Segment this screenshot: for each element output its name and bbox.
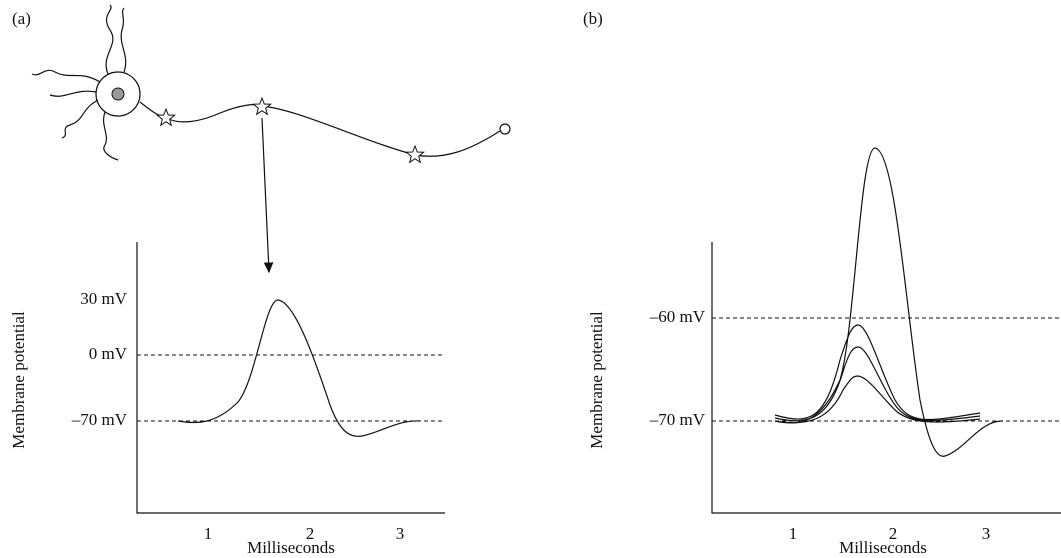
- y-tick-label: –60 mV: [649, 307, 706, 326]
- x-tick-label: 2: [889, 524, 898, 543]
- x-tick-label: 3: [982, 524, 991, 543]
- x-tick-label: 1: [204, 524, 213, 543]
- x-tick-label: 1: [789, 524, 798, 543]
- y-tick-label: 30 mV: [80, 289, 127, 308]
- y-axis-label: Membrane potential: [9, 311, 28, 449]
- neuron: [31, 4, 511, 274]
- chart-a: 30 mV 0 mV –70 mV 1 2 3 Milliseconds Mem…: [9, 242, 445, 557]
- y-tick-label: 0 mV: [89, 344, 128, 363]
- x-axis-label: Milliseconds: [247, 538, 335, 557]
- y-axis-label: Membrane potential: [587, 311, 606, 449]
- panel-label: (a): [12, 9, 31, 28]
- panel-label: (b): [583, 9, 603, 28]
- chart-b: –60 mV –70 mV 1 2 3 Milliseconds Membran…: [587, 147, 1061, 557]
- y-tick-label: –70 mV: [71, 410, 128, 429]
- x-tick-label: 2: [306, 524, 315, 543]
- x-axis-label: Milliseconds: [839, 538, 927, 557]
- y-tick-label: –70 mV: [649, 410, 706, 429]
- x-tick-label: 3: [396, 524, 405, 543]
